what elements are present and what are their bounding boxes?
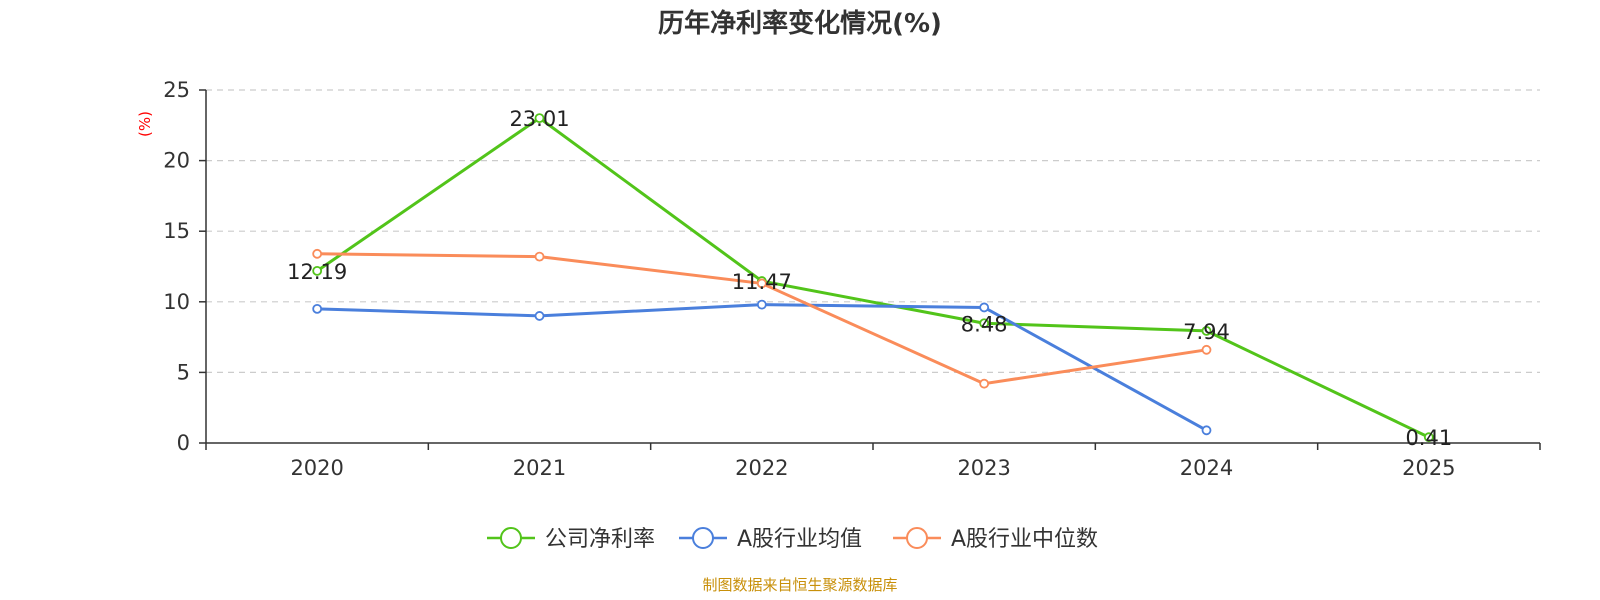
x-tick-label: 2024 [1180,456,1233,480]
y-tick-label: 25 [163,78,190,102]
data-point [534,113,545,123]
data-labels: 12.19 23.01 11.47 8.48 7.94 0.41 [287,107,1452,450]
x-tick-label: 2023 [957,456,1010,480]
x-tick-label: 2021 [513,456,566,480]
data-label: 7.94 [1183,320,1230,344]
data-point [312,248,323,259]
data-point [312,303,323,314]
legend-item-3[interactable]: A股行业中位数 [893,527,1098,552]
x-tick-label: 2022 [735,456,788,480]
y-tick-label: 15 [163,219,190,243]
legend-circle-icon [692,527,714,549]
data-point [979,302,990,313]
legend-item-2[interactable]: A股行业均值 [679,527,862,552]
y-tick-label: 0 [177,431,190,455]
data-label: 23.01 [509,107,569,131]
source-note: 制图数据来自恒生聚源数据库 [702,576,897,594]
legend-circle-icon [500,527,522,549]
series-lines [312,113,1434,443]
chart-title: 历年净利率变化情况(%) [658,8,942,39]
legend-label: 公司净利率 [545,527,655,552]
legend[interactable]: 公司净利率 A股行业均值 A股行业中位数 [487,527,1098,552]
data-point [1201,325,1212,336]
data-label: 12.19 [287,260,347,284]
data-label: 11.47 [732,270,792,294]
x-tick-label: 2025 [1402,456,1455,480]
x-tick-label: 2020 [290,456,343,480]
data-point [979,378,990,389]
data-point [534,311,545,321]
data-point [756,299,767,310]
legend-item-1[interactable]: 公司净利率 [487,527,655,552]
data-label: 8.48 [961,312,1008,336]
legend-label: A股行业均值 [737,527,862,552]
data-point [1201,425,1212,436]
data-point [1423,432,1434,443]
series-line-2 [317,303,1208,432]
data-point [1201,344,1212,355]
data-point [534,251,545,262]
series-line-1 [316,116,1430,439]
legend-circle-icon [906,527,928,549]
y-axis-label: (%) [136,111,154,137]
y-tick-label: 5 [177,360,190,384]
y-tick-label: 10 [163,290,190,314]
grid-lines [206,89,1540,373]
data-point [756,278,767,289]
legend-label: A股行业中位数 [951,527,1098,552]
data-point [979,318,990,329]
data-label: 0.41 [1405,426,1452,450]
y-tick-label: 20 [163,149,190,173]
data-point [312,265,323,276]
